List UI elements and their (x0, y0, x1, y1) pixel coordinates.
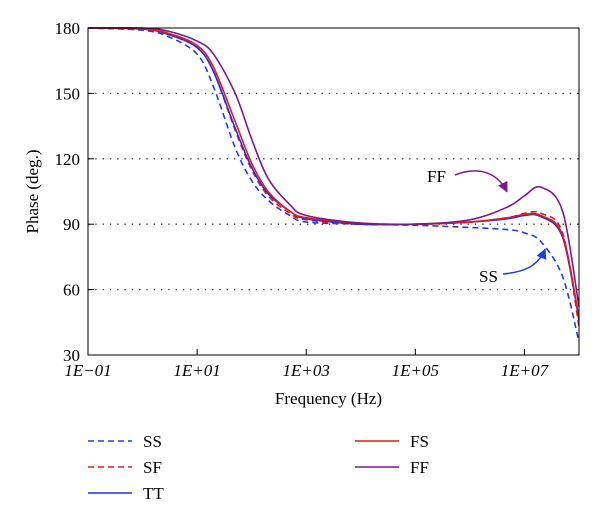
y-tick-label-30: 30 (63, 346, 80, 365)
legend-label-ss: SS (143, 432, 162, 451)
grid-lines (88, 92, 579, 291)
annotation-ss-label: SS (479, 267, 498, 286)
x-axis-title: Frequency (Hz) (275, 389, 382, 408)
plot-frame (87, 27, 580, 356)
x-tick-label-1E+01: 1E+01 (173, 361, 220, 380)
axis-ticks (87, 27, 525, 356)
y-tick-label-90: 90 (63, 215, 80, 234)
y-tick-label-120: 120 (55, 150, 81, 169)
annotation-ff-arrow (454, 170, 508, 193)
series-line-ff (87, 26, 580, 308)
x-tick-label-1E+03: 1E+03 (283, 361, 330, 380)
series-line-fs (87, 27, 580, 319)
y-tick-label-150: 150 (55, 84, 81, 103)
x-tick-label-1E−01: 1E−01 (64, 361, 111, 380)
annotation-ss-arrow (502, 248, 547, 275)
annotations: FF SS (427, 167, 547, 286)
y-axis-title: Phase (deg.) (23, 149, 42, 233)
series-line-tt (87, 27, 580, 321)
legend-label-fs: FS (410, 432, 429, 451)
x-tick-label-1E+07: 1E+07 (501, 361, 550, 380)
y-tick-label-60: 60 (63, 281, 80, 300)
legend-label-sf: SF (143, 458, 162, 477)
legend: SS SF TT FS FF (88, 432, 429, 503)
legend-label-tt: TT (143, 484, 164, 503)
legend-label-ff: FF (410, 458, 429, 477)
x-tick-label-1E+05: 1E+05 (392, 361, 439, 380)
series-lines (87, 26, 580, 343)
series-line-ss (87, 27, 580, 343)
tick-labels: 30 60 90 120 150 180 1E−01 1E+01 1E+03 1E+05 1E+07 (55, 19, 550, 380)
series-line-sf (87, 27, 580, 327)
y-tick-label-180: 180 (55, 19, 81, 38)
annotation-ff-label: FF (427, 167, 446, 186)
